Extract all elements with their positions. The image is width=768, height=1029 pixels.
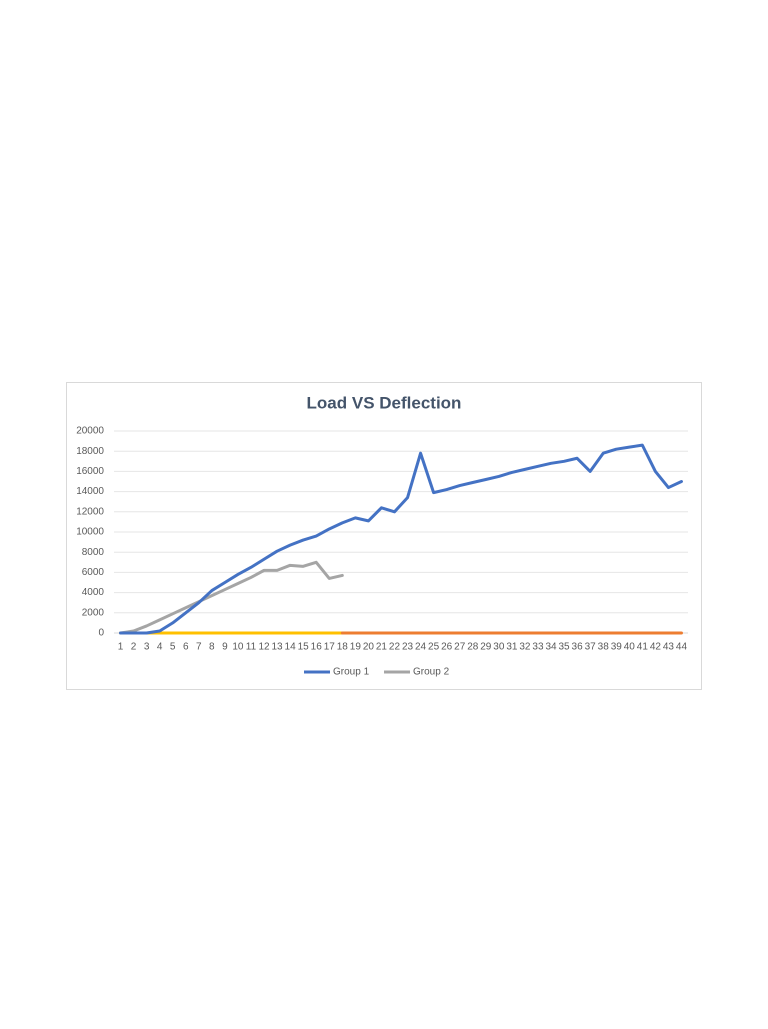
y-tick-label: 10000	[76, 527, 104, 538]
x-tick-label: 13	[272, 642, 284, 653]
x-tick-label: 23	[402, 642, 414, 653]
x-tick-label: 25	[428, 642, 440, 653]
x-tick-label: 42	[650, 642, 662, 653]
y-tick-label: 18000	[76, 446, 104, 457]
x-tick-label: 22	[389, 642, 401, 653]
y-tick-label: 2000	[82, 607, 105, 618]
x-tick-label: 33	[532, 642, 544, 653]
x-tick-label: 10	[232, 642, 244, 653]
x-tick-label: 7	[196, 642, 202, 653]
y-tick-label: 0	[98, 628, 104, 639]
x-tick-label: 30	[493, 642, 505, 653]
x-tick-label: 11	[246, 642, 257, 653]
x-tick-label: 28	[467, 642, 479, 653]
y-tick-label: 14000	[76, 486, 104, 497]
x-tick-label: 2	[131, 642, 137, 653]
x-tick-label: 21	[376, 642, 388, 653]
x-tick-label: 34	[545, 642, 557, 653]
x-tick-label: 8	[209, 642, 215, 653]
x-tick-label: 31	[506, 642, 518, 653]
legend-label: Group 2	[413, 667, 450, 678]
y-tick-label: 6000	[82, 567, 105, 578]
chart-frame	[66, 382, 702, 690]
x-tick-label: 4	[157, 642, 163, 653]
x-tick-label: 3	[144, 642, 150, 653]
y-tick-label: 20000	[76, 426, 104, 437]
chart-title: Load VS Deflection	[307, 393, 462, 412]
x-tick-label: 17	[324, 642, 336, 653]
x-tick-label: 6	[183, 642, 189, 653]
y-tick-label: 12000	[76, 506, 104, 517]
x-tick-label: 44	[676, 642, 688, 653]
x-tick-label: 26	[441, 642, 453, 653]
x-tick-label: 24	[415, 642, 427, 653]
x-tick-label: 12	[258, 642, 270, 653]
x-tick-label: 14	[285, 642, 297, 653]
legend-label: Group 1	[333, 667, 370, 678]
x-tick-label: 35	[559, 642, 571, 653]
data-line	[119, 560, 344, 635]
x-tick-label: 20	[363, 642, 375, 653]
x-tick-label: 40	[624, 642, 636, 653]
x-tick-label: 1	[118, 642, 124, 653]
x-tick-label: 15	[298, 642, 310, 653]
y-tick-label: 8000	[82, 547, 105, 558]
x-tick-label: 29	[480, 642, 492, 653]
x-tick-label: 39	[611, 642, 623, 653]
y-tick-label: 4000	[82, 587, 105, 598]
x-tick-label: 9	[222, 642, 228, 653]
x-tick-label: 16	[311, 642, 323, 653]
x-tick-label: 36	[572, 642, 584, 653]
x-tick-label: 41	[637, 642, 649, 653]
x-tick-label: 37	[585, 642, 597, 653]
x-tick-label: 5	[170, 642, 176, 653]
x-tick-label: 19	[350, 642, 362, 653]
data-line	[119, 443, 683, 635]
x-tick-label: 18	[337, 642, 349, 653]
x-tick-label: 43	[663, 642, 675, 653]
y-tick-label: 16000	[76, 466, 104, 477]
x-tick-label: 27	[454, 642, 466, 653]
x-tick-label: 32	[519, 642, 531, 653]
x-tick-label: 38	[598, 642, 610, 653]
